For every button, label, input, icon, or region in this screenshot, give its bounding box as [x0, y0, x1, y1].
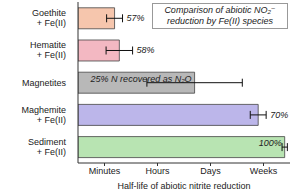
svg-text:Hours: Hours — [145, 166, 170, 176]
html-text:Comparison of abiotic NO₂⁻ red: Comparison of abiotic NO₂⁻ reduction by … — [164, 5, 276, 26]
svg-text:Half-life of abiotic nitrite r: Half-life of abiotic nitrite reduction — [117, 181, 250, 189]
svg-text:Maghemite+ Fe(II): Maghemite+ Fe(II) — [21, 105, 66, 125]
svg-text:Weeks: Weeks — [250, 166, 278, 176]
svg-text:Sediment+ Fe(II): Sediment+ Fe(II) — [28, 137, 67, 157]
svg-text:57%: 57% — [127, 13, 145, 23]
svg-text:Days: Days — [200, 166, 221, 176]
svg-text:70%: 70% — [270, 110, 286, 120]
svg-text:Magnetites: Magnetites — [22, 78, 67, 88]
svg-text:Minutes: Minutes — [89, 166, 121, 176]
svg-text:100%: 100% — [259, 138, 282, 148]
svg-text:25% N recovered as N₂O: 25% N recovered as N₂O — [90, 74, 192, 84]
svg-text:Goethite+ Fe(II): Goethite+ Fe(II) — [32, 8, 66, 28]
svg-text:Hematite+ Fe(II): Hematite+ Fe(II) — [30, 40, 66, 60]
svg-text:58%: 58% — [137, 45, 155, 55]
